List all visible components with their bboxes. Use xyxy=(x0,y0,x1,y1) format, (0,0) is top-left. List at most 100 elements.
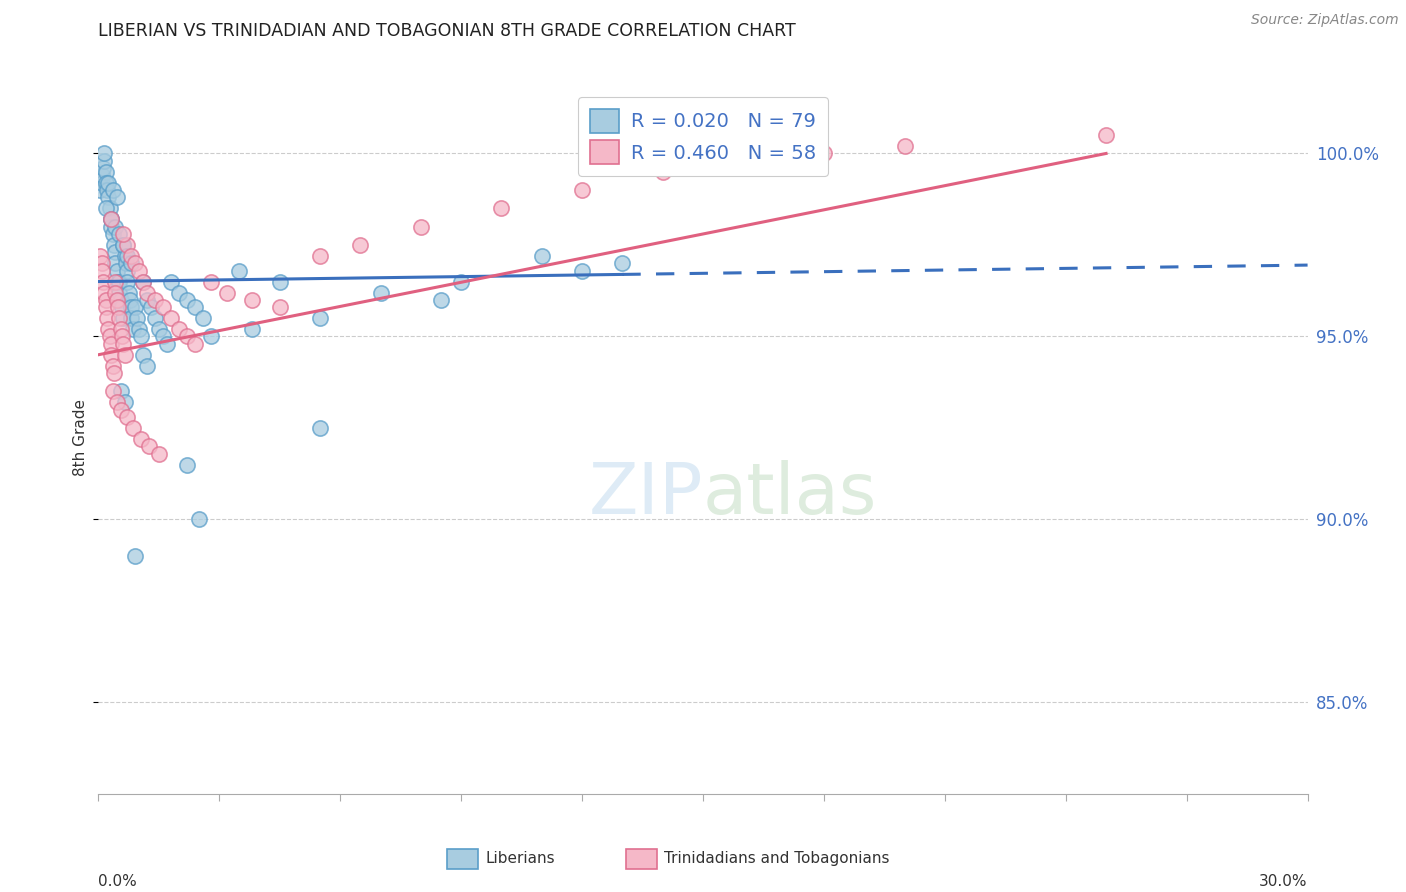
Point xyxy=(110,402,132,417)
Point xyxy=(128,322,150,336)
Point xyxy=(121,322,143,336)
Point xyxy=(90,256,112,270)
Point xyxy=(107,300,129,314)
Point xyxy=(217,285,239,300)
Point xyxy=(240,293,263,307)
Point xyxy=(103,275,125,289)
Point xyxy=(107,227,129,241)
Point xyxy=(167,285,190,300)
Point xyxy=(143,293,166,307)
Point xyxy=(121,421,143,435)
Point xyxy=(111,311,134,326)
Text: 30.0%: 30.0% xyxy=(1260,874,1308,889)
Point xyxy=(97,190,120,204)
Point xyxy=(114,395,136,409)
Point xyxy=(128,263,150,277)
Point xyxy=(184,300,207,314)
Point xyxy=(105,293,128,307)
Point xyxy=(167,322,190,336)
Point xyxy=(135,293,157,307)
Text: 0.0%: 0.0% xyxy=(98,874,138,889)
Point xyxy=(156,336,179,351)
Point xyxy=(184,336,207,351)
Point xyxy=(893,139,915,153)
Point xyxy=(111,336,134,351)
Point xyxy=(91,263,114,277)
Point xyxy=(139,300,162,314)
Point xyxy=(152,329,174,343)
Point xyxy=(309,311,332,326)
Point xyxy=(450,275,472,289)
Text: Liberians: Liberians xyxy=(485,852,555,866)
Point xyxy=(96,176,118,190)
Text: Source: ZipAtlas.com: Source: ZipAtlas.com xyxy=(1251,13,1399,28)
Y-axis label: 8th Grade: 8th Grade xyxy=(73,399,89,475)
Point xyxy=(103,219,125,234)
Point xyxy=(104,285,127,300)
Point xyxy=(100,348,122,362)
Point xyxy=(118,285,141,300)
Point xyxy=(89,249,111,263)
Point xyxy=(107,311,129,326)
Point xyxy=(176,293,198,307)
Point xyxy=(107,275,129,289)
Point xyxy=(430,293,453,307)
Point xyxy=(143,311,166,326)
Point xyxy=(571,183,593,197)
Point xyxy=(132,275,155,289)
Point xyxy=(100,336,122,351)
Point xyxy=(100,212,122,227)
Point xyxy=(98,202,121,216)
Text: Trinidadians and Tobagonians: Trinidadians and Tobagonians xyxy=(664,852,889,866)
Point xyxy=(309,249,332,263)
Point xyxy=(105,395,128,409)
Point xyxy=(176,458,198,472)
Point xyxy=(115,249,138,263)
Point xyxy=(100,219,122,234)
Point xyxy=(349,238,371,252)
Point xyxy=(115,409,138,424)
Point xyxy=(491,202,513,216)
Point xyxy=(101,227,124,241)
Point xyxy=(309,421,332,435)
Point xyxy=(160,311,183,326)
Point xyxy=(117,275,139,289)
Point xyxy=(114,256,136,270)
Point xyxy=(98,329,121,343)
Point xyxy=(94,293,117,307)
Point xyxy=(612,256,634,270)
Point xyxy=(91,275,114,289)
Point xyxy=(112,238,135,252)
Text: atlas: atlas xyxy=(703,459,877,529)
Point xyxy=(103,245,125,260)
Point xyxy=(111,238,134,252)
Point xyxy=(121,311,143,326)
Point xyxy=(125,311,148,326)
Point xyxy=(193,311,215,326)
Point xyxy=(188,512,211,526)
Point xyxy=(100,212,122,227)
Point xyxy=(124,256,146,270)
Point xyxy=(813,146,835,161)
Point xyxy=(110,322,132,336)
Bar xyxy=(447,849,478,869)
Text: LIBERIAN VS TRINIDADIAN AND TOBAGONIAN 8TH GRADE CORRELATION CHART: LIBERIAN VS TRINIDADIAN AND TOBAGONIAN 8… xyxy=(98,22,796,40)
Point xyxy=(135,285,157,300)
Point xyxy=(118,293,141,307)
Point xyxy=(101,384,124,399)
Legend: R = 0.020   N = 79, R = 0.460   N = 58: R = 0.020 N = 79, R = 0.460 N = 58 xyxy=(578,97,828,176)
Point xyxy=(111,300,134,314)
Point xyxy=(135,359,157,373)
Point xyxy=(110,293,132,307)
Point xyxy=(111,329,134,343)
Point xyxy=(176,329,198,343)
Point xyxy=(129,329,152,343)
Point xyxy=(103,238,125,252)
Point xyxy=(228,263,250,277)
Point xyxy=(91,161,114,175)
Point xyxy=(152,300,174,314)
Point xyxy=(120,249,142,263)
Point xyxy=(571,263,593,277)
Point xyxy=(101,359,124,373)
Point xyxy=(93,153,115,168)
